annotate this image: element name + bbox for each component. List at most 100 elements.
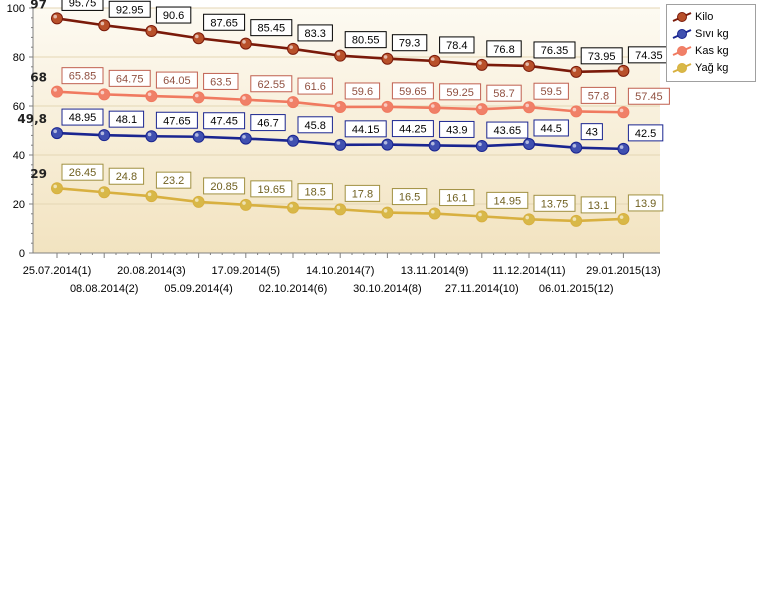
legend-swatch: [672, 29, 692, 39]
data-point-highlight: [525, 215, 529, 220]
data-label: 62.55: [258, 79, 286, 91]
data-label-box: [155, 6, 192, 24]
data-point: [617, 64, 630, 77]
data-label-box: [533, 119, 569, 137]
data-label: 76.35: [541, 45, 569, 57]
legend: Kilo Sıvı kg Kas kg Yağ kg: [666, 4, 756, 82]
data-label-box: [108, 69, 151, 87]
data-label: 45.8: [304, 120, 325, 132]
data-label: 47.45: [210, 116, 238, 128]
data-label: 78.4: [446, 40, 467, 52]
data-label: 23.2: [163, 175, 184, 187]
data-point: [570, 65, 583, 78]
y-tick-label: 40: [13, 150, 25, 162]
data-label: 14.95: [494, 195, 522, 207]
data-label-box: [391, 34, 428, 52]
data-point-highlight: [572, 144, 577, 148]
data-point-highlight: [383, 103, 388, 107]
data-label-box: [580, 123, 603, 141]
data-point: [334, 138, 347, 151]
data-label: 87.65: [210, 17, 238, 29]
data-point-highlight: [431, 57, 435, 61]
data-label: 16.5: [399, 192, 420, 204]
data-label-box: [439, 36, 475, 54]
data-point: [287, 42, 299, 55]
data-label-box: [439, 83, 482, 101]
data-point-highlight: [336, 103, 341, 107]
series-start-label: 68: [30, 71, 47, 85]
data-point: [51, 85, 63, 98]
data-label-box: [486, 121, 529, 139]
data-point-highlight: [53, 129, 57, 134]
data-label-box: [533, 194, 576, 212]
legend-item: Yağ kg: [671, 60, 728, 76]
data-label: 48.95: [69, 112, 97, 124]
series-start-label: 49,8: [17, 112, 47, 126]
data-label-box: [250, 180, 293, 198]
data-point-highlight: [431, 104, 435, 108]
data-label-box: [580, 86, 617, 104]
data-point-highlight: [336, 52, 341, 56]
data-point-highlight: [478, 212, 482, 217]
data-point: [51, 12, 63, 25]
data-point: [334, 49, 347, 62]
data-point-highlight: [147, 132, 152, 137]
y-tick-label: 60: [13, 101, 25, 113]
data-point: [381, 100, 394, 113]
data-label-box: [155, 171, 192, 189]
x-tick-label: 20.08.2014(3): [117, 265, 186, 277]
data-label-box: [61, 163, 104, 181]
data-point: [287, 134, 299, 147]
legend-swatch: [672, 63, 692, 73]
data-point: [98, 129, 111, 142]
data-label-box: [344, 120, 387, 138]
data-label: 17.8: [352, 188, 373, 200]
data-point-highlight: [53, 14, 57, 19]
data-label-box: [297, 116, 333, 134]
data-point: [287, 201, 299, 214]
data-point: [523, 213, 535, 226]
data-labels-layer: 95.75 92.95 90.6 87.65 85.45 83.3 80.55 79.3 78.…: [17, 0, 670, 214]
data-point: [98, 19, 111, 32]
data-label-box: [61, 108, 104, 126]
data-point: [239, 93, 252, 106]
legend-label: Kas kg: [695, 45, 729, 57]
legend-swatch-marker: [677, 12, 687, 22]
data-label-box: [533, 41, 576, 59]
data-point: [98, 186, 111, 199]
data-label: 83.3: [304, 28, 325, 40]
data-label-box: [486, 191, 529, 209]
data-label-box: [61, 67, 104, 85]
data-label: 26.45: [69, 167, 97, 179]
data-point-highlight: [195, 34, 199, 39]
data-label: 43.65: [494, 125, 522, 137]
data-point: [381, 52, 394, 65]
data-point-highlight: [100, 131, 105, 136]
legend-label: Sıvı kg: [695, 28, 729, 40]
data-label-box: [297, 77, 333, 95]
data-point-highlight: [478, 142, 482, 147]
data-point: [475, 58, 488, 71]
data-point-highlight: [242, 134, 246, 139]
data-label: 46.7: [257, 118, 278, 130]
data-point-highlight: [147, 27, 152, 32]
data-label-box: [250, 19, 293, 37]
y-tick-label: 20: [13, 199, 25, 211]
data-label: 59.25: [446, 87, 474, 99]
data-label: 59.6: [352, 86, 373, 98]
data-point-highlight: [195, 133, 199, 137]
data-label-box: [391, 82, 434, 100]
x-tick-label: 25.07.2014(1): [23, 265, 92, 277]
data-point-highlight: [619, 67, 624, 71]
data-point: [475, 140, 488, 153]
data-point: [145, 130, 158, 143]
data-label: 16.1: [446, 193, 467, 205]
legend-item: Kilo: [671, 9, 713, 25]
data-point-highlight: [53, 88, 57, 92]
data-point: [523, 137, 535, 150]
data-label-box: [580, 47, 623, 65]
legend-swatch-marker: [677, 29, 687, 39]
data-point-highlight: [195, 198, 199, 202]
data-label: 76.8: [493, 44, 514, 56]
data-point: [334, 203, 347, 216]
